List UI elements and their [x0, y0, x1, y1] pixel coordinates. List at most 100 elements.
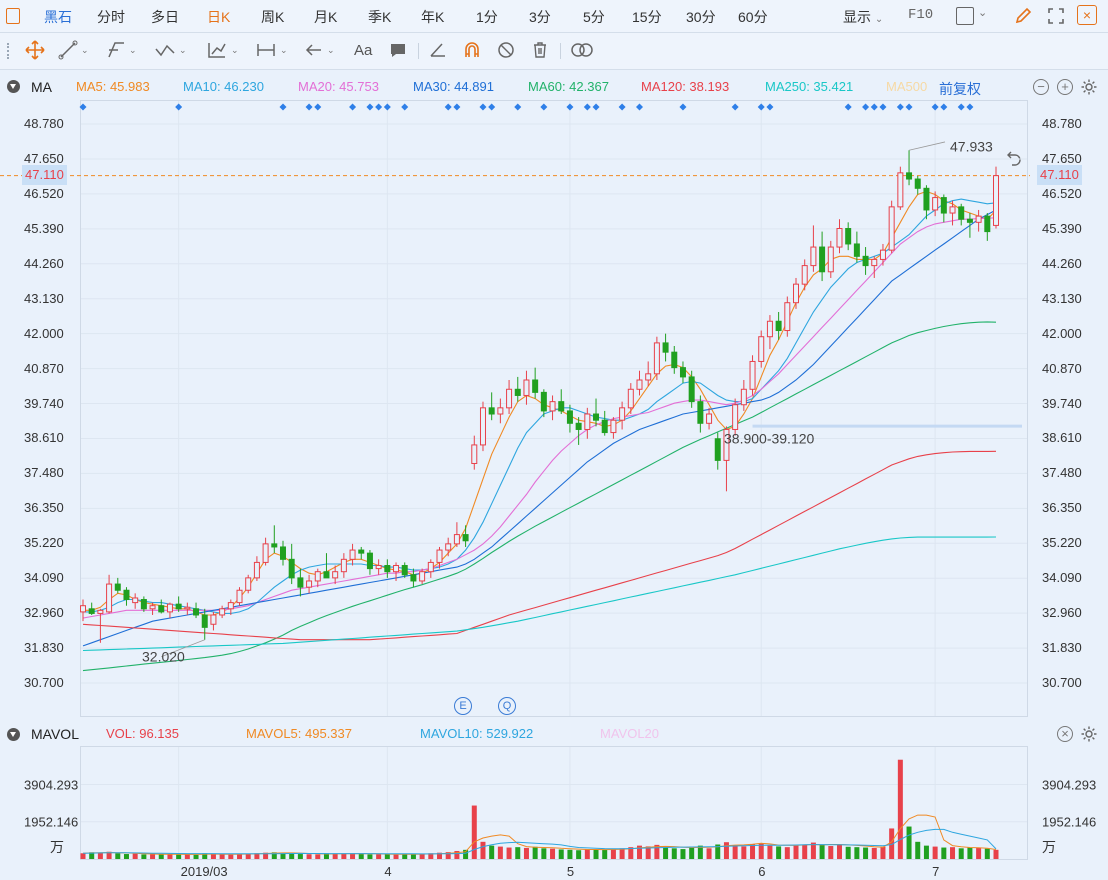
period-m15[interactable]: 15分 — [632, 9, 662, 25]
undo-icon[interactable] — [1006, 150, 1022, 166]
candle — [193, 602, 200, 619]
candle-body — [853, 243, 860, 257]
ma-legend-item[interactable]: MA10: 46.230 — [183, 79, 264, 94]
volume-bar — [193, 854, 199, 859]
measure-tool[interactable]: ⌄ — [255, 39, 288, 61]
candle — [993, 166, 999, 229]
ma-legend-item[interactable]: MA250: 35.421 — [765, 79, 854, 94]
period-yuek[interactable]: 月K — [314, 9, 338, 25]
volume-chart[interactable]: 3904.293 3904.293 1952.146 1952.146 万 万 2019/0… — [0, 746, 1108, 880]
candle-body — [227, 602, 234, 610]
ma-legend-item[interactable]: MA20: 45.753 — [298, 79, 379, 94]
candlestick-chart[interactable]: 47.933 32.020 38.900-39.120 — [0, 100, 1108, 718]
current-price-label-left: 47.110 — [22, 165, 67, 185]
period-zhouk[interactable]: 周K — [261, 9, 285, 25]
ma-legend-item[interactable]: MA500 — [886, 79, 928, 94]
ma-legend-item[interactable]: MA5: 45.983 — [76, 79, 150, 94]
ruler-icon — [257, 44, 275, 56]
candle — [375, 559, 382, 575]
period-m1[interactable]: 1分 — [476, 9, 498, 25]
zoom-in-icon[interactable]: + — [1057, 79, 1073, 95]
candle — [793, 277, 800, 309]
wave-tool[interactable]: ⌄ — [154, 39, 187, 61]
q-button[interactable]: Q — [498, 697, 516, 715]
delete-tool[interactable] — [530, 39, 550, 61]
y-tick-label: 48.780 — [1042, 116, 1082, 131]
comment-tool[interactable] — [388, 39, 408, 61]
candle — [958, 203, 965, 226]
y-tick-label: 32.960 — [24, 605, 64, 621]
display-button[interactable]: 显示 ⌄ — [843, 9, 884, 25]
candle — [271, 525, 278, 554]
angle-tool[interactable] — [428, 39, 448, 61]
candle-body — [523, 379, 530, 396]
compare-tool[interactable] — [570, 39, 594, 61]
candle-body — [697, 401, 704, 424]
period-m5[interactable]: 5分 — [583, 9, 605, 25]
magnet-tool[interactable] — [462, 39, 482, 61]
candle-body — [323, 571, 330, 579]
fib-tool[interactable]: ⌄ — [206, 39, 239, 61]
panel-settings-icon[interactable] — [1080, 725, 1098, 743]
text-tool[interactable]: Aa — [354, 41, 373, 59]
y-tick-label: 35.220 — [24, 535, 64, 551]
candle — [106, 574, 113, 614]
line-tool[interactable]: ⌄ — [58, 39, 89, 61]
period-jik[interactable]: 季K — [368, 9, 392, 25]
volume-bar — [471, 805, 477, 859]
y-tick-label: 43.130 — [24, 290, 64, 306]
period-m30[interactable]: 30分 — [686, 9, 716, 25]
candle — [697, 395, 704, 433]
e-button[interactable]: E — [454, 697, 472, 715]
y-tick-label: 39.740 — [24, 395, 64, 411]
candle — [679, 361, 686, 384]
channel-tool[interactable]: ⌄ — [106, 39, 137, 61]
volume-bar — [619, 848, 625, 859]
candle — [758, 330, 765, 368]
volume-bar — [758, 843, 764, 859]
candle — [497, 398, 504, 424]
trash-icon — [534, 42, 546, 58]
candle — [584, 407, 591, 439]
collapse-icon[interactable] — [7, 80, 20, 93]
ma-legend-item[interactable]: MA60: 42.367 — [528, 79, 609, 94]
arrow-tool[interactable]: ⌄ — [304, 39, 335, 61]
candle — [523, 370, 530, 405]
ma-legend-item[interactable]: MA120: 38.193 — [641, 79, 730, 94]
vol-collapse-icon[interactable] — [7, 728, 20, 741]
candle-body — [932, 197, 939, 211]
close-panel-icon[interactable]: × — [1057, 726, 1073, 742]
period-m60[interactable]: 60分 — [738, 9, 768, 25]
ma-legend-item[interactable]: MA30: 44.891 — [413, 79, 494, 94]
f10-button[interactable]: F10 — [908, 7, 934, 23]
period-rik[interactable]: 日K — [207, 9, 231, 25]
move-tool[interactable] — [24, 39, 46, 61]
layout-icon[interactable] — [956, 7, 974, 25]
volume-bar — [689, 846, 695, 859]
current-price-label-right: 47.110 — [1037, 165, 1082, 185]
adjust-mode-button[interactable]: 前复权 — [939, 81, 981, 97]
hide-drawings-tool[interactable] — [496, 39, 516, 61]
vol-unit-label: 万 — [1042, 840, 1056, 856]
pencil-icon[interactable] — [1013, 6, 1033, 26]
candle-body — [688, 376, 695, 403]
period-m3[interactable]: 3分 — [529, 9, 551, 25]
period-niank[interactable]: 年K — [421, 9, 445, 25]
period-stock[interactable]: 黑石 — [44, 9, 72, 25]
period-fenshi[interactable]: 分时 — [97, 9, 125, 25]
close-icon[interactable]: × — [1077, 5, 1097, 25]
volume-bar — [993, 849, 999, 859]
fullscreen-icon[interactable] — [1046, 6, 1066, 26]
settings-gear-icon[interactable] — [1080, 78, 1098, 96]
event-marker — [905, 103, 913, 111]
candle — [575, 417, 582, 445]
period-duori[interactable]: 多日 — [151, 9, 179, 25]
ma-title[interactable]: MA — [31, 79, 52, 95]
mavol-title[interactable]: MAVOL — [31, 726, 79, 742]
volume-bar — [428, 853, 434, 859]
panel-icon[interactable] — [6, 8, 20, 24]
candle-body — [271, 543, 278, 548]
chevron-down-icon[interactable]: ⌄ — [978, 7, 988, 19]
volume-bar — [602, 849, 608, 859]
zoom-out-icon[interactable]: − — [1033, 79, 1049, 95]
